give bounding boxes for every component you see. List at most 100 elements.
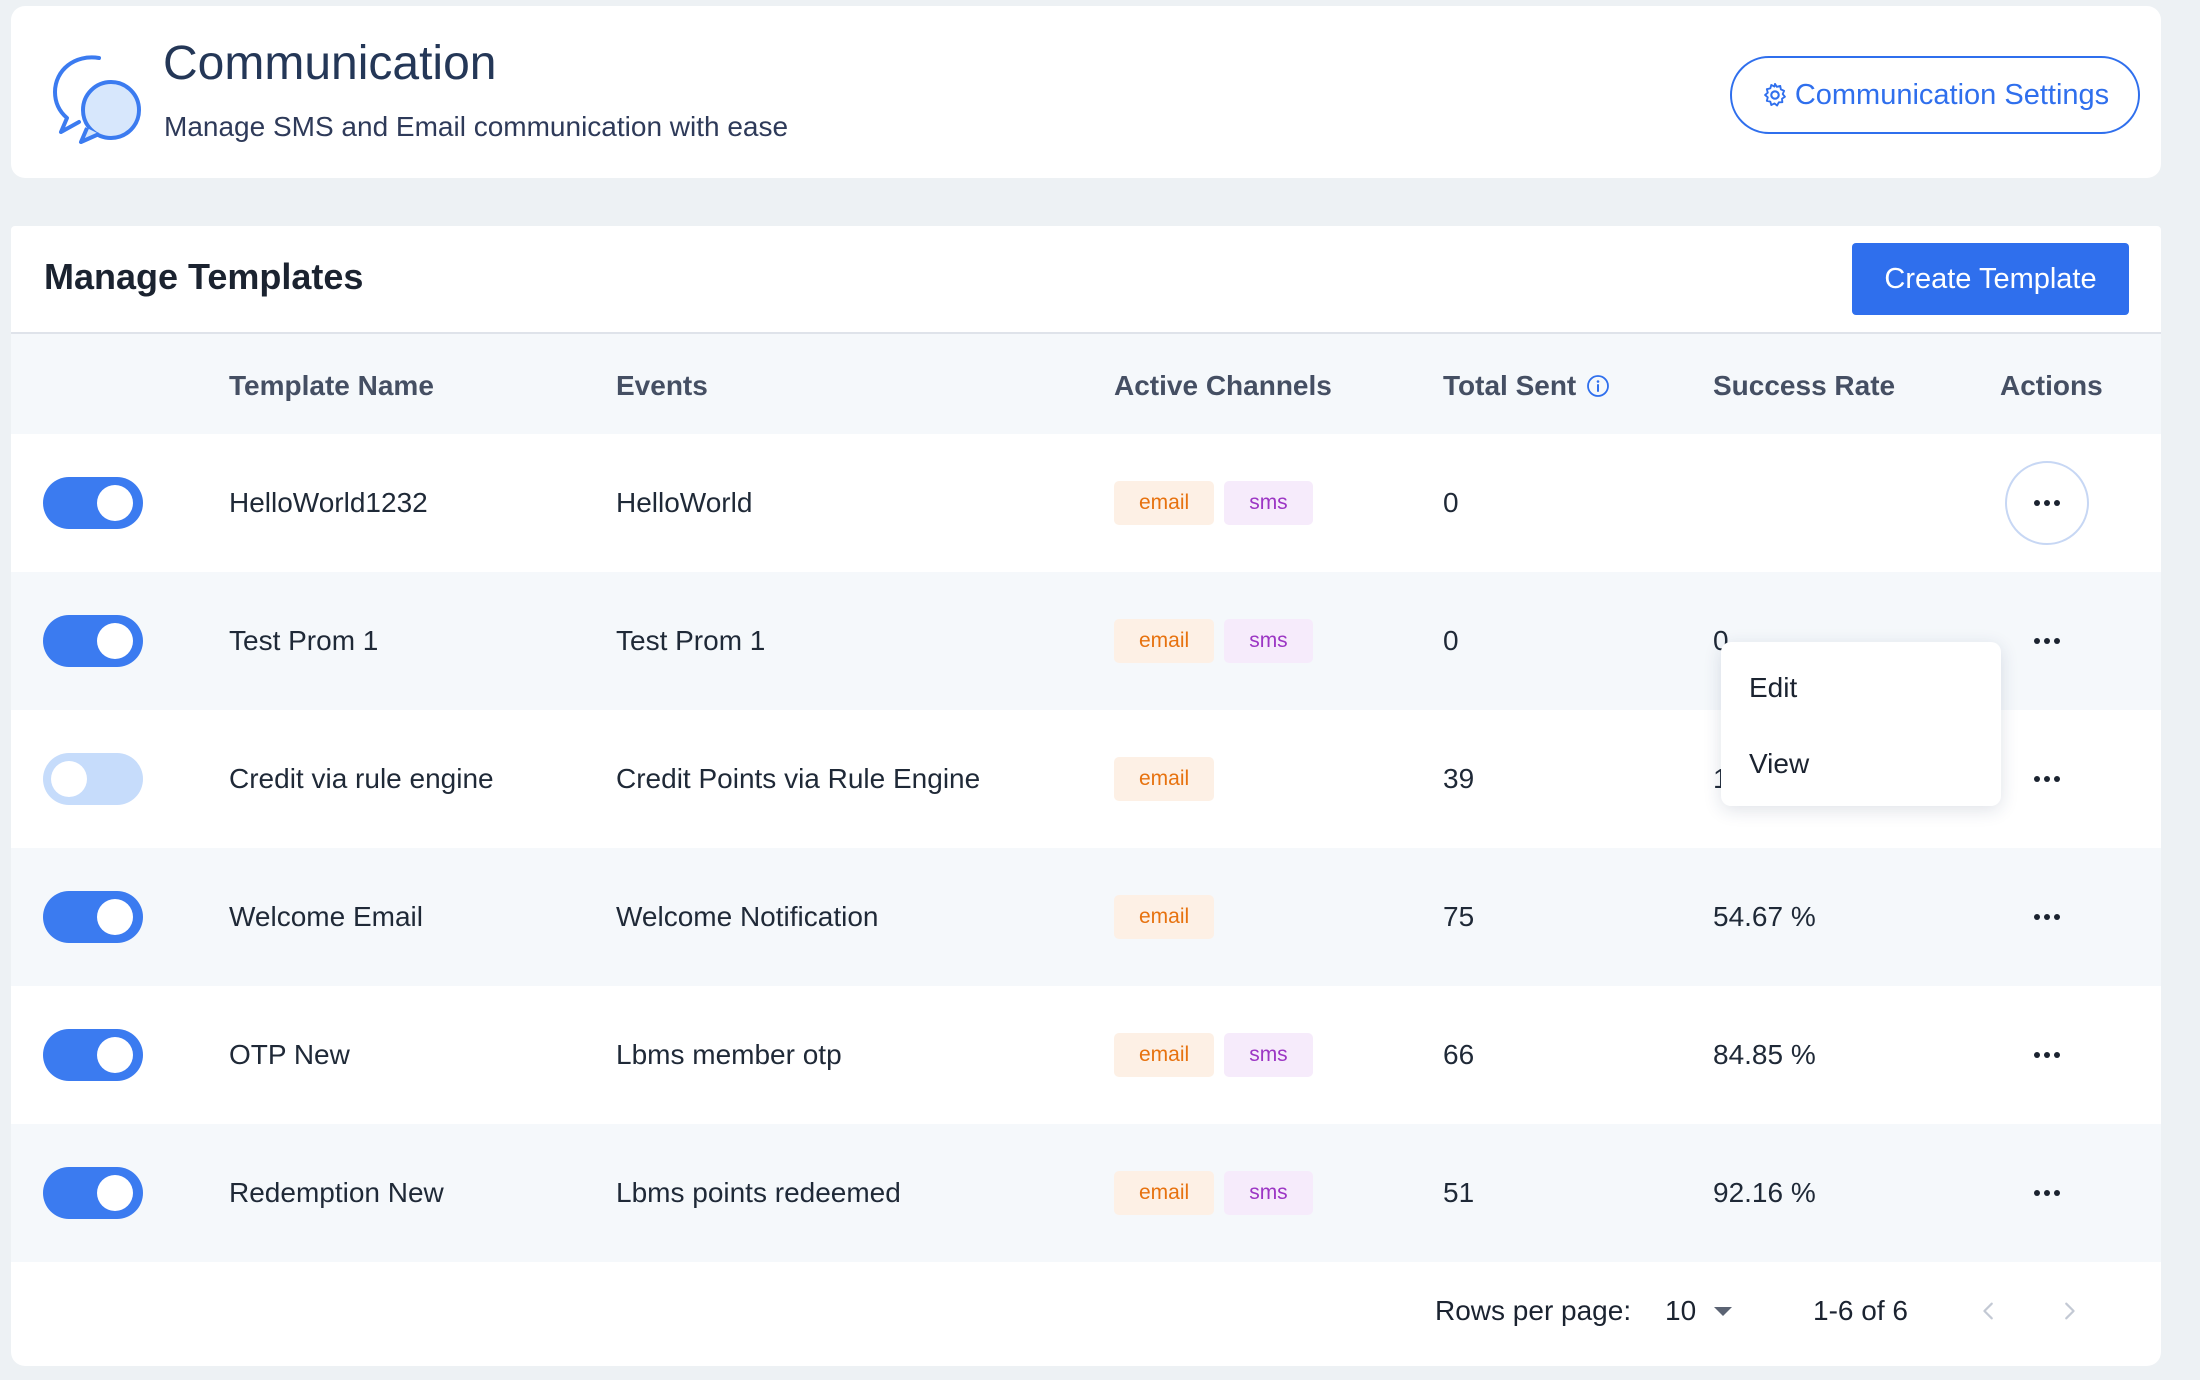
status-toggle[interactable] — [43, 477, 143, 529]
more-dots-icon — [2044, 914, 2050, 920]
actions-menu: Edit View — [1721, 642, 2001, 806]
template-name: Test Prom 1 — [229, 625, 379, 656]
menu-item-view[interactable]: View — [1749, 748, 1810, 779]
event-name: Credit Points via Rule Engine — [616, 763, 981, 794]
more-actions-button[interactable] — [2005, 1013, 2089, 1097]
gear-icon — [1763, 82, 1786, 107]
active-channels: email sms — [1114, 619, 1313, 663]
total-sent: 66 — [1443, 1039, 1475, 1070]
create-template-button[interactable]: Create Template — [1852, 243, 2129, 315]
more-dots-icon — [2044, 776, 2050, 782]
email-channel-badge: email — [1114, 619, 1215, 663]
more-dots-icon — [2054, 914, 2060, 920]
event-name: Test Prom 1 — [616, 625, 766, 656]
rows-per-page-label: Rows per page: — [1435, 1295, 1632, 1326]
event-name: Lbms member otp — [616, 1039, 842, 1070]
sms-channel-badge: sms — [1224, 1171, 1313, 1215]
status-toggle[interactable] — [43, 615, 143, 667]
toggle-knob — [51, 761, 87, 797]
templates-panel: Manage Templates Create Template Templat… — [11, 226, 2161, 1366]
more-actions-button[interactable] — [2005, 599, 2089, 683]
info-icon[interactable] — [1586, 374, 1610, 398]
more-dots-icon — [2054, 776, 2060, 782]
total-sent: 0 — [1443, 625, 1459, 656]
chat-bubbles-icon — [53, 55, 141, 144]
status-toggle[interactable] — [43, 1167, 143, 1219]
total-sent: 0 — [1443, 487, 1459, 518]
table-row: HelloWorld1232 HelloWorld 0 email sms — [11, 434, 2161, 572]
pagination: Rows per page: 10 1-6 of 6 — [11, 1261, 2161, 1361]
more-dots-icon — [2054, 638, 2060, 644]
more-dots-icon — [2034, 638, 2040, 644]
email-channel-badge: email — [1114, 1171, 1215, 1215]
more-dots-icon — [2044, 500, 2050, 506]
active-channels: email sms — [1114, 481, 1313, 525]
column-header-total-sent-label: Total Sent — [1443, 370, 1577, 401]
total-sent: 39 — [1443, 763, 1475, 794]
more-dots-icon — [2054, 1052, 2060, 1058]
menu-item-edit[interactable]: Edit — [1749, 672, 1798, 703]
event-name: Lbms points redeemed — [616, 1177, 901, 1208]
event-name: HelloWorld — [616, 487, 753, 518]
rows-per-page-value: 10 — [1665, 1295, 1697, 1326]
column-header-template-name[interactable]: Template Name — [229, 370, 434, 401]
active-channels: email — [1114, 895, 1215, 939]
more-actions-button[interactable] — [2005, 1151, 2089, 1235]
rows-per-page-select[interactable]: 10 — [1665, 1295, 1733, 1327]
status-toggle[interactable] — [43, 753, 143, 805]
sms-channel-badge: sms — [1224, 481, 1313, 525]
table-row: Welcome Email Welcome Notification 75 54.67… — [11, 848, 2161, 986]
toggle-knob — [97, 623, 133, 659]
more-dots-icon — [2034, 776, 2040, 782]
template-name: Welcome Email — [229, 901, 423, 932]
more-dots-icon — [2034, 1190, 2040, 1196]
template-name: OTP New — [229, 1039, 350, 1070]
divider — [11, 332, 2161, 334]
sms-channel-badge: sms — [1224, 1033, 1313, 1077]
toggle-knob — [97, 899, 133, 935]
more-actions-button[interactable] — [2005, 461, 2089, 545]
event-name: Welcome Notification — [616, 901, 879, 932]
toggle-knob — [97, 1037, 133, 1073]
page-subtitle: Manage SMS and Email communication with … — [164, 111, 789, 142]
active-channels: email sms — [1114, 1033, 1313, 1077]
more-dots-icon — [2034, 500, 2040, 506]
page-title: Communication — [163, 37, 497, 90]
success-rate: 84.85 % — [1713, 1039, 1816, 1070]
table-header: Template Name Events Active Channels Tot… — [11, 334, 2161, 434]
table-row: Redemption New Lbms points redeemed 51 92.1… — [11, 1124, 2161, 1262]
sms-channel-badge: sms — [1224, 619, 1313, 663]
status-toggle[interactable] — [43, 891, 143, 943]
success-rate: 92.16 % — [1713, 1177, 1816, 1208]
more-dots-icon — [2044, 638, 2050, 644]
total-sent: 75 — [1443, 901, 1475, 932]
column-header-events[interactable]: Events — [616, 370, 708, 401]
template-name: Credit via rule engine — [229, 763, 494, 794]
email-channel-badge: email — [1114, 481, 1215, 525]
page-header: Communication Manage SMS and Email commu… — [11, 6, 2161, 178]
communication-settings-label: Communication Settings — [1794, 78, 2110, 111]
active-channels: email sms — [1114, 1171, 1313, 1215]
previous-page-button[interactable] — [1969, 1291, 2009, 1331]
more-dots-icon — [2054, 1190, 2060, 1196]
template-name: HelloWorld1232 — [229, 487, 428, 518]
email-channel-badge: email — [1114, 757, 1215, 801]
chevron-left-icon — [1983, 1302, 1993, 1320]
column-header-total-sent[interactable]: Total Sent — [1443, 370, 1610, 402]
more-actions-button[interactable] — [2005, 875, 2089, 959]
communication-settings-button[interactable]: Communication Settings — [1730, 56, 2140, 134]
active-channels: email — [1114, 757, 1215, 801]
toggle-knob — [97, 1175, 133, 1211]
column-header-active-channels[interactable]: Active Channels — [1114, 370, 1332, 401]
more-dots-icon — [2044, 1190, 2050, 1196]
section-title: Manage Templates — [44, 256, 364, 297]
more-dots-icon — [2034, 1052, 2040, 1058]
more-dots-icon — [2054, 500, 2060, 506]
more-dots-icon — [2044, 1052, 2050, 1058]
column-header-actions: Actions — [2000, 370, 2103, 401]
column-header-success-rate[interactable]: Success Rate — [1713, 370, 1896, 401]
next-page-button[interactable] — [2049, 1291, 2089, 1331]
template-name: Redemption New — [229, 1177, 444, 1208]
status-toggle[interactable] — [43, 1029, 143, 1081]
more-actions-button[interactable] — [2005, 737, 2089, 821]
